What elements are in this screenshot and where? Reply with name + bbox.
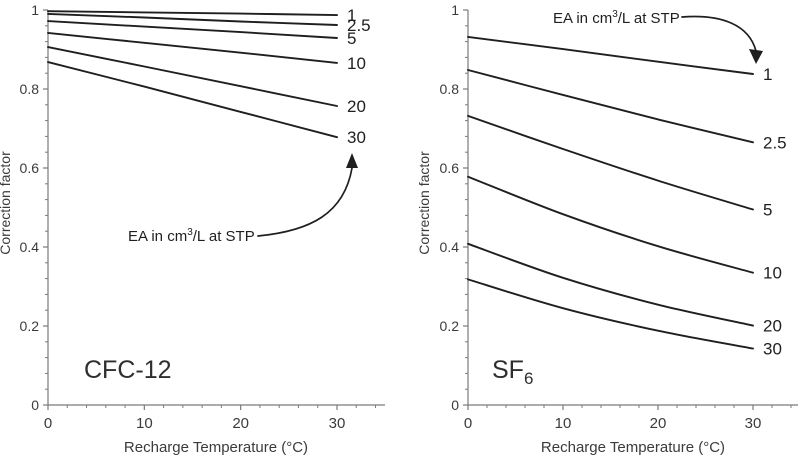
y-tick-label: 1 — [31, 2, 39, 18]
arrowhead-icon — [346, 153, 358, 168]
chart-title: SF6 — [492, 356, 533, 388]
x-tick-label: 20 — [232, 415, 249, 432]
series-line-ea-30 — [47, 61, 338, 139]
series-label-ea-1: 1 — [347, 6, 356, 25]
series-label-ea-1: 1 — [763, 65, 772, 84]
series-line-ea-5 — [467, 114, 754, 211]
y-tick-label: 0.6 — [440, 160, 460, 176]
series-label-ea-5: 5 — [763, 200, 772, 219]
y-tick-label: 0.2 — [440, 318, 460, 334]
y-tick-label: 0 — [451, 397, 459, 413]
series-label-ea-10: 10 — [347, 54, 366, 73]
ea-annotation-label: EA in cm3/L at STP — [553, 9, 680, 27]
x-tick-label: 30 — [745, 415, 762, 432]
series-line-ea-20 — [467, 242, 754, 327]
series-line-ea-5 — [47, 20, 338, 39]
y-tick-label: 0.4 — [440, 239, 460, 255]
y-tick-label: 0.6 — [20, 160, 40, 176]
x-axis-title: Recharge Temperature (°C) — [541, 439, 725, 456]
arrowhead-icon — [749, 49, 763, 64]
y-tick-label: 0.8 — [20, 81, 40, 97]
series-line-ea-30 — [467, 278, 754, 350]
series-line-ea-2.5 — [467, 69, 754, 144]
y-axis-title: Correction factor — [0, 151, 13, 255]
ea-annotation-arrow — [257, 167, 353, 237]
series-label-ea-20: 20 — [347, 97, 366, 116]
y-tick-label: 0 — [31, 397, 39, 413]
y-tick-label: 0.2 — [20, 318, 40, 334]
series-line-ea-20 — [47, 46, 338, 107]
cfc12-chart-panel: 0 10 20 30 0 0.2 0.4 0.6 0.8 1 Recharge Temperatur… — [0, 2, 385, 456]
series-label-ea-30: 30 — [763, 340, 782, 359]
y-axis-title: Correction factor — [416, 151, 432, 255]
series-label-ea-5: 5 — [347, 29, 356, 48]
x-tick-label: 0 — [44, 415, 52, 432]
series-label-ea-20: 20 — [763, 317, 782, 336]
series-line-ea-2.5 — [47, 12, 338, 26]
series-line-ea-1 — [47, 10, 338, 17]
series-label-ea-2.5: 2.5 — [347, 16, 371, 35]
x-tick-label: 10 — [136, 415, 153, 432]
x-tick-label: 0 — [464, 415, 472, 432]
series-label-ea-30: 30 — [347, 128, 366, 147]
x-axis-title: Recharge Temperature (°C) — [124, 439, 308, 456]
series-label-ea-10: 10 — [763, 264, 782, 283]
series-label-ea-2.5: 2.5 — [763, 133, 787, 152]
series-line-ea-10 — [47, 31, 338, 64]
chart-title: CFC-12 — [84, 356, 172, 384]
ea-annotation-label: EA in cm3/L at STP — [128, 227, 255, 245]
series-line-ea-1 — [467, 35, 754, 75]
x-tick-label: 30 — [329, 415, 346, 432]
y-tick-label: 1 — [451, 2, 459, 18]
y-tick-label: 0.8 — [440, 81, 460, 97]
series-line-ea-10 — [467, 175, 754, 274]
x-tick-label: 20 — [650, 415, 667, 432]
y-tick-label: 0.4 — [20, 239, 40, 255]
ea-annotation-arrow — [681, 15, 757, 52]
sf6-chart-panel: 0 10 20 30 0 0.2 0.4 0.6 0.8 1 Recharge Temperatur… — [416, 2, 798, 456]
x-tick-label: 10 — [555, 415, 572, 432]
